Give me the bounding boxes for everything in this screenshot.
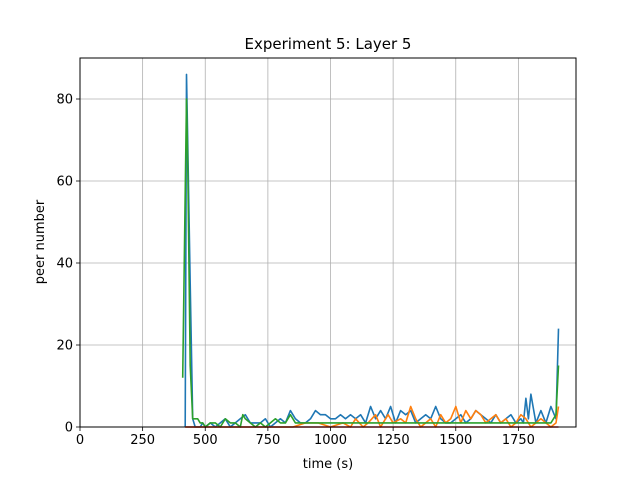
x-tick-label: 1250 (377, 433, 410, 448)
x-axis: 0 250 500 750 1000 1250 1500 1750 (76, 427, 535, 448)
x-tick-label: 750 (255, 433, 280, 448)
y-axis-label: peer number (33, 199, 48, 284)
x-tick-label: 1500 (439, 433, 472, 448)
series-3-line (181, 98, 560, 428)
x-tick-label: 1000 (314, 433, 347, 448)
y-tick-label: 80 (56, 93, 73, 108)
y-tick-label: 40 (56, 257, 73, 272)
plot-frame (79, 57, 577, 428)
grid (79, 58, 576, 428)
y-axis: 0 20 40 60 80 (56, 93, 80, 436)
x-axis-label: time (s) (303, 457, 353, 472)
y-tick-label: 60 (56, 175, 73, 190)
x-tick-label: 500 (193, 433, 218, 448)
x-tick-label: 250 (130, 433, 155, 448)
x-tick-label: 0 (76, 433, 84, 448)
chart-title: Experiment 5: Layer 5 (245, 35, 412, 53)
y-tick-label: 0 (65, 421, 73, 436)
y-tick-label: 20 (56, 339, 73, 354)
x-tick-label: 1750 (502, 433, 535, 448)
